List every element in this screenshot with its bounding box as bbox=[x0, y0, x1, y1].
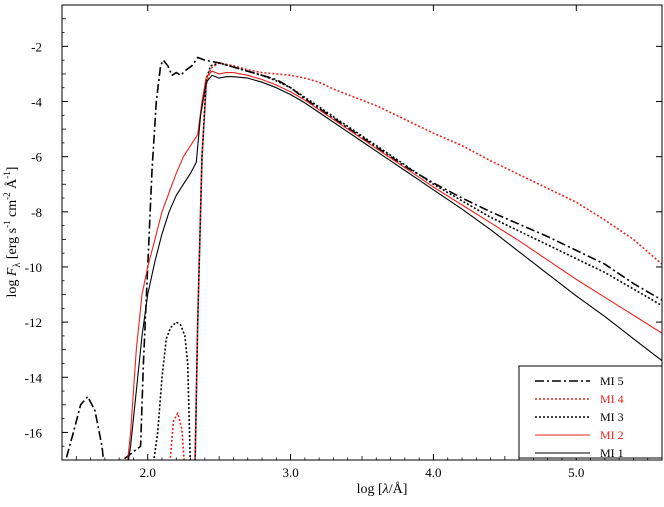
y-tick-label: -4 bbox=[31, 95, 42, 110]
legend-box bbox=[518, 365, 663, 459]
x-tick-label: 5.0 bbox=[568, 465, 584, 480]
series-line-mi-1 bbox=[127, 74, 662, 460]
x-tick-label: 2.0 bbox=[140, 465, 156, 480]
legend-label: MI 4 bbox=[600, 392, 624, 406]
y-tick-label: -8 bbox=[31, 205, 42, 220]
y-tick-label: -10 bbox=[25, 260, 42, 275]
y-axis-title: log Fλ [erg s-1 cm-2 Å-1] bbox=[2, 167, 23, 298]
y-tick-label: -2 bbox=[31, 39, 42, 54]
x-tick-label: 3.0 bbox=[282, 465, 298, 480]
legend-label: MI 2 bbox=[600, 428, 624, 442]
series-line-mi-3 bbox=[153, 62, 662, 460]
series-layer bbox=[64, 56, 662, 460]
y-tick-label: -14 bbox=[25, 370, 43, 385]
legend: MI 5 MI 4 MI 3 MI 2 MI 1 bbox=[518, 365, 663, 460]
y-tick-label: -12 bbox=[25, 315, 42, 330]
legend-items: MI 5 MI 4 MI 3 MI 2 MI 1 bbox=[535, 374, 624, 460]
ticks-layer: 2.0 3.0 4.0 5.0 -2 -4 -6 -8 -10 -12 -14 -16 bbox=[25, 5, 662, 480]
series-line-mi-4 bbox=[169, 62, 662, 460]
legend-label: MI 1 bbox=[600, 446, 624, 460]
series-line-mi-2 bbox=[127, 70, 662, 460]
x-axis-title: log [λ/Å] bbox=[357, 481, 408, 497]
legend-label: MI 3 bbox=[600, 410, 624, 424]
x-tick-label: 4.0 bbox=[425, 465, 441, 480]
y-tick-label: -16 bbox=[25, 425, 43, 440]
y-tick-label: -6 bbox=[31, 150, 42, 165]
legend-label: MI 5 bbox=[600, 374, 624, 388]
